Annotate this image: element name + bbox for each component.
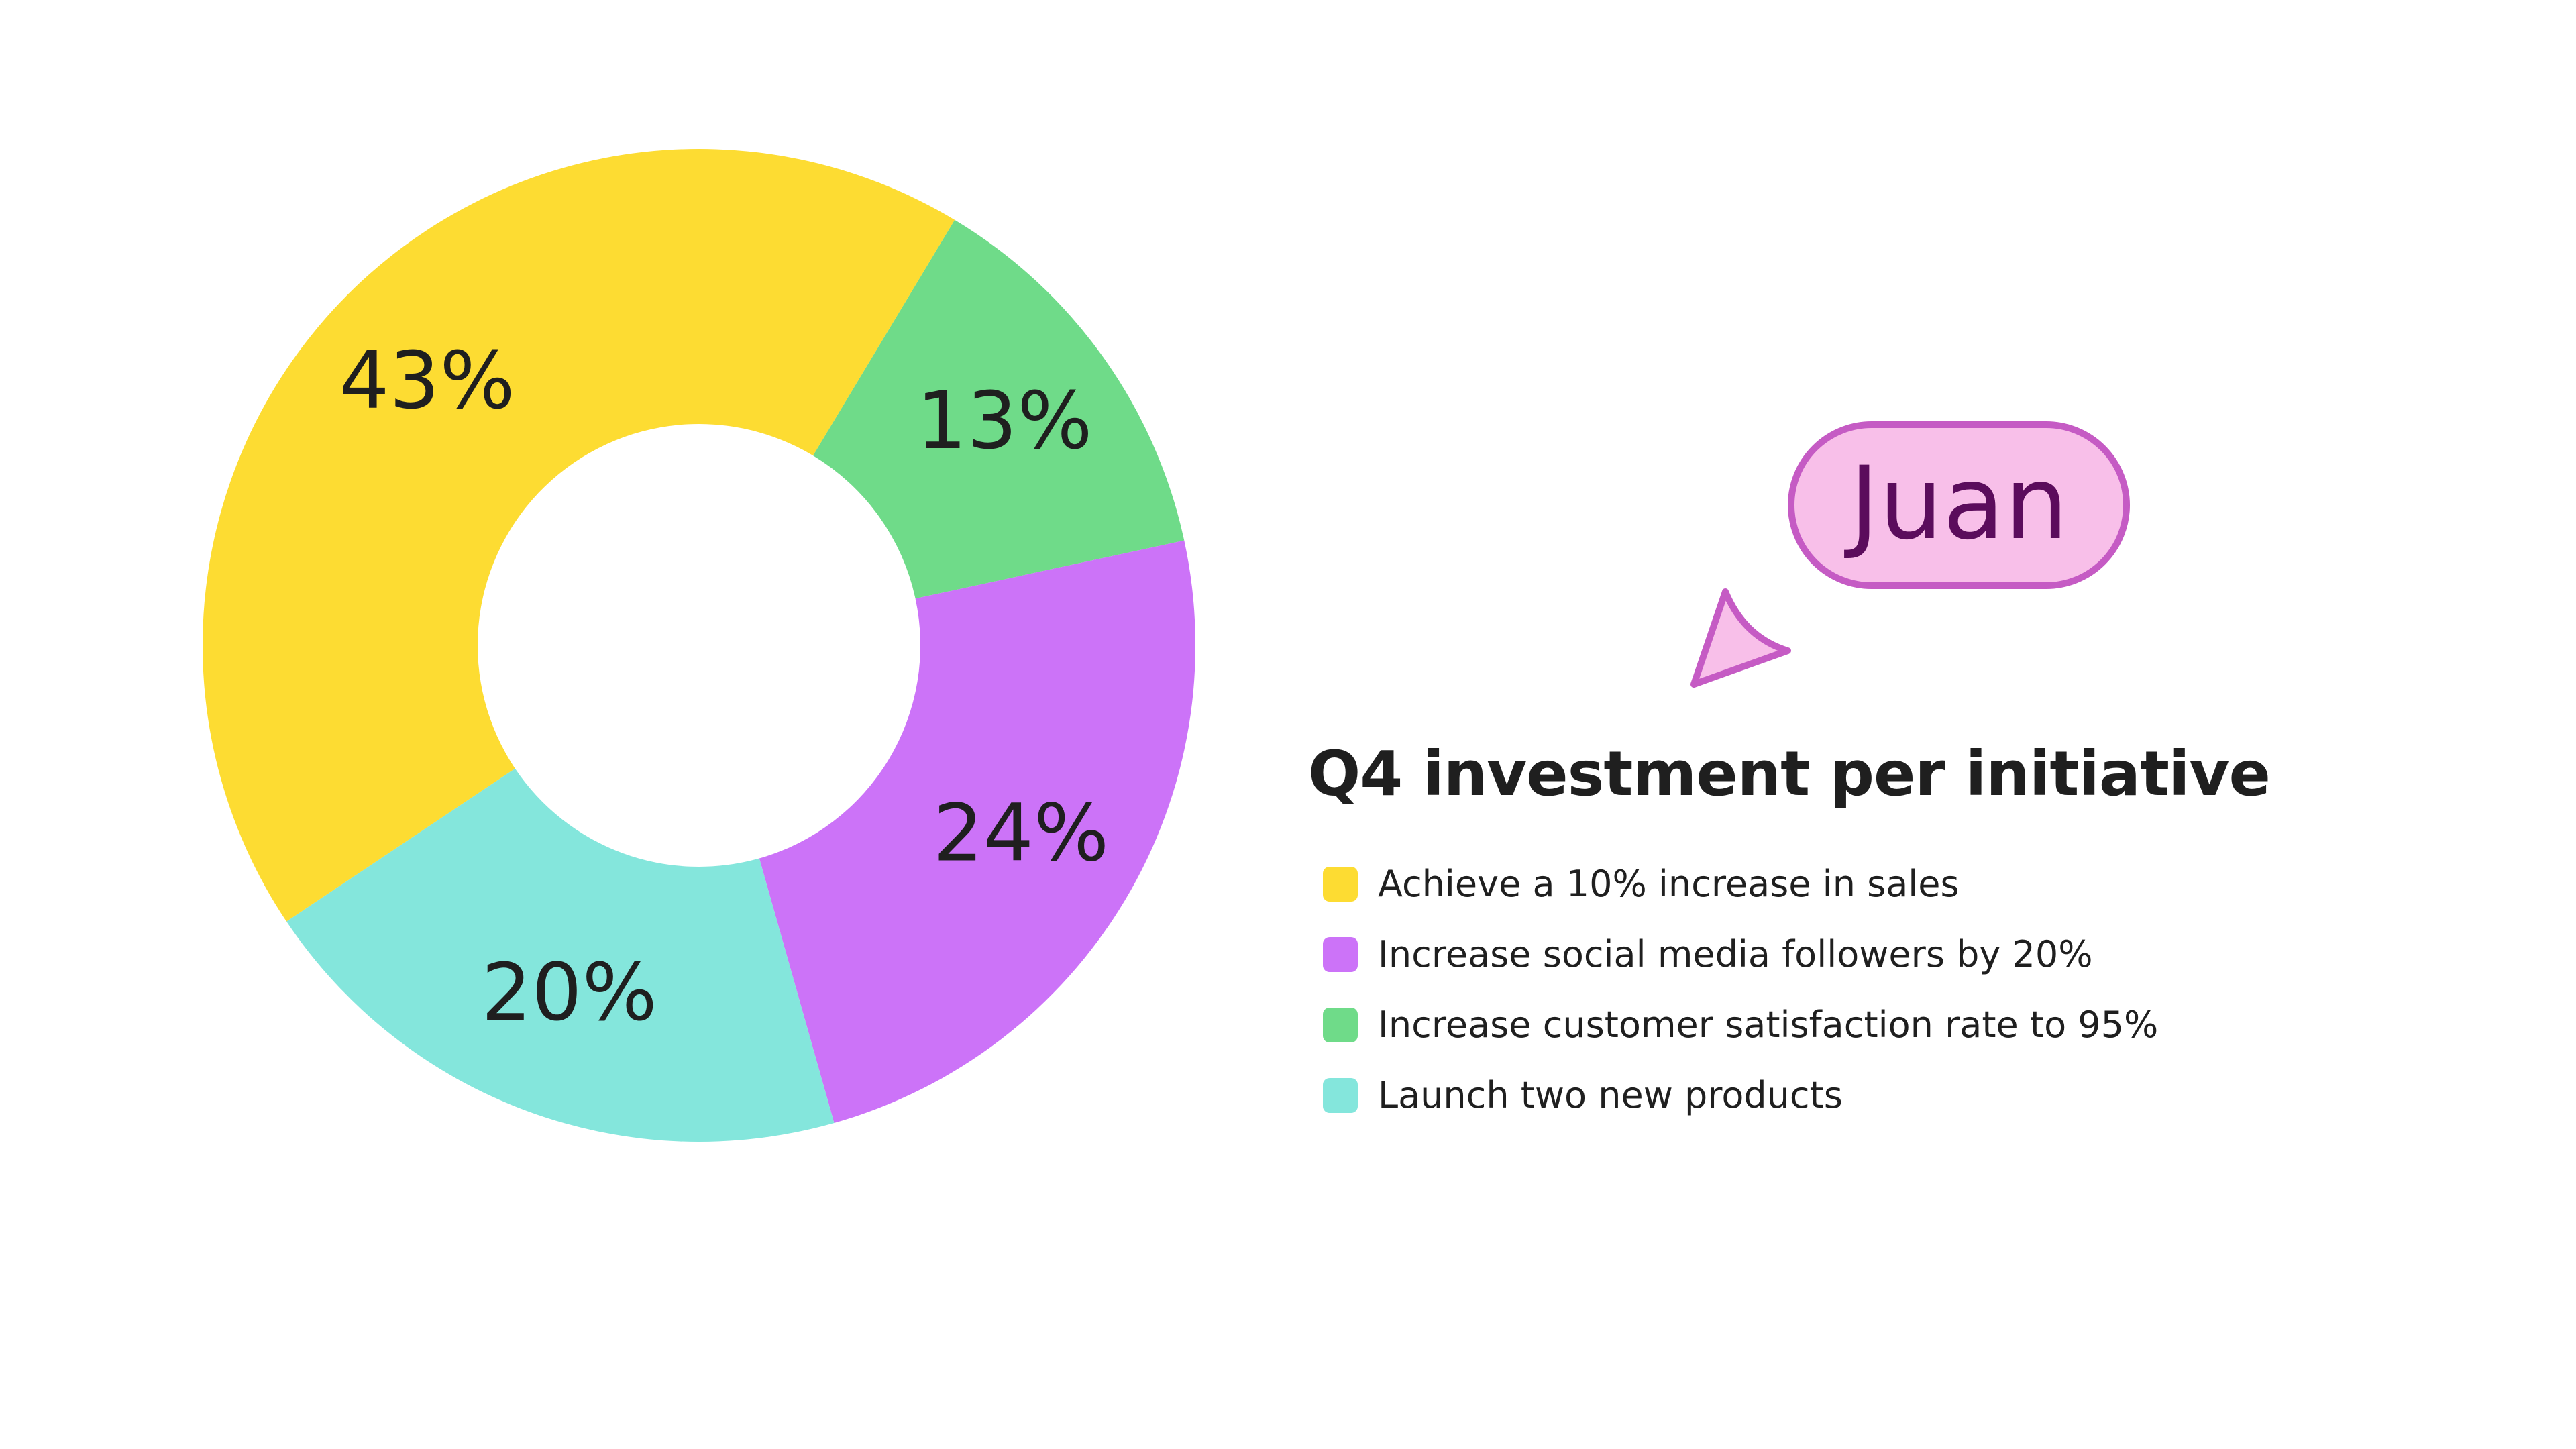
donut-slice [812, 219, 1185, 599]
legend-label: Launch two new products [1378, 1074, 1843, 1116]
donut-chart: 13% 24% 20% 43% [202, 148, 1195, 1142]
collaborator-name-tag: Juan [1788, 421, 2130, 589]
donut-slice [286, 768, 835, 1142]
legend-label: Increase customer satisfaction rate to 9… [1378, 1004, 2159, 1046]
legend-swatch [1323, 1077, 1358, 1113]
legend-swatch [1323, 866, 1358, 902]
slice-value-label: 43% [339, 334, 515, 427]
chart-legend: Q4 investment per initiative Achieve a 1… [1308, 738, 2449, 1130]
legend-item: Achieve a 10% increase in sales [1308, 849, 2449, 919]
cursor-arrow-icon [1690, 588, 1791, 688]
slice-value-label: 20% [481, 946, 657, 1038]
legend-swatch [1323, 1007, 1358, 1042]
donut-slice [759, 540, 1195, 1124]
legend-item: Increase customer satisfaction rate to 9… [1308, 989, 2449, 1060]
slice-value-label: 13% [916, 374, 1092, 467]
slice-value-label: 24% [933, 787, 1109, 879]
legend-label: Increase social media followers by 20% [1378, 933, 2093, 975]
legend-item: Launch two new products [1308, 1060, 2449, 1130]
legend-item: Increase social media followers by 20% [1308, 919, 2449, 989]
legend-label: Achieve a 10% increase in sales [1378, 863, 1960, 905]
collaborator-cursor [1690, 588, 1791, 688]
donut-slice [202, 148, 955, 922]
chart-title: Q4 investment per initiative [1308, 738, 2271, 810]
legend-swatch [1323, 936, 1358, 972]
